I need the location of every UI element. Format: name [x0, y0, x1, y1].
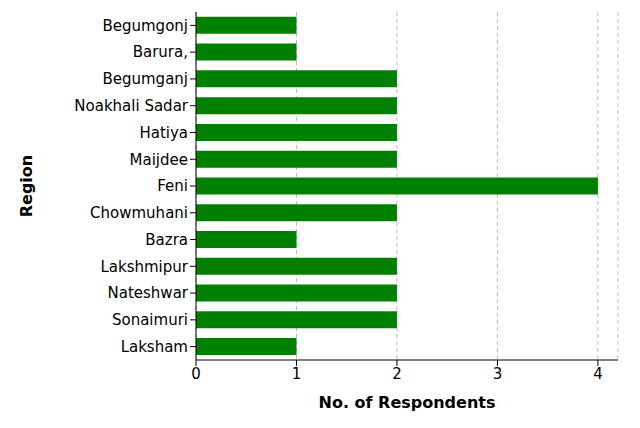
svg-text:Laksham: Laksham [121, 338, 188, 356]
svg-text:1: 1 [292, 365, 302, 383]
svg-text:No. of Respondents: No. of Respondents [319, 393, 496, 412]
svg-text:Bazra: Bazra [145, 231, 188, 249]
svg-text:Begumganj: Begumganj [102, 70, 188, 88]
svg-text:Feni: Feni [157, 177, 188, 195]
svg-text:2: 2 [392, 365, 402, 383]
svg-text:4: 4 [593, 365, 603, 383]
svg-text:0: 0 [191, 365, 201, 383]
svg-text:Barura,: Barura, [133, 43, 188, 61]
svg-text:Lakshmipur: Lakshmipur [100, 258, 188, 276]
svg-text:Nateshwar: Nateshwar [108, 284, 189, 302]
svg-text:Maijdee: Maijdee [130, 151, 188, 169]
svg-text:Noakhali Sadar: Noakhali Sadar [74, 97, 189, 115]
svg-text:Begumgonj: Begumgonj [102, 17, 188, 35]
svg-text:Sonaimuri: Sonaimuri [112, 311, 188, 329]
svg-text:3: 3 [493, 365, 503, 383]
svg-text:Hatiya: Hatiya [139, 124, 188, 142]
svg-text:Chowmuhani: Chowmuhani [90, 204, 188, 222]
svg-text:Region: Region [17, 155, 36, 218]
